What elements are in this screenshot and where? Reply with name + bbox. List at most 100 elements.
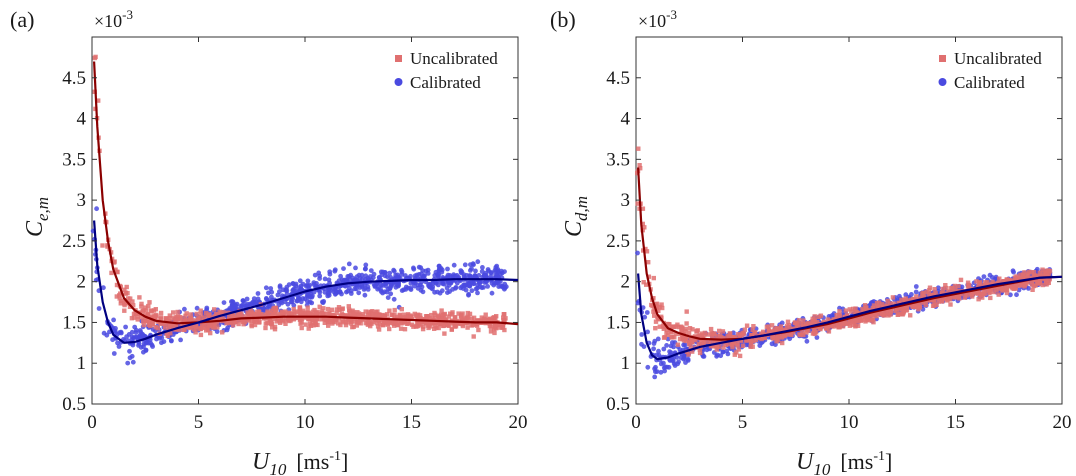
uncalibrated-point bbox=[137, 295, 142, 300]
calibrated-point bbox=[452, 273, 458, 279]
calibrated-point bbox=[420, 289, 426, 295]
calibrated-point bbox=[327, 269, 333, 275]
uncalibrated-point bbox=[165, 333, 170, 338]
y-tick-label: 1 bbox=[621, 353, 631, 374]
uncalibrated-point bbox=[376, 327, 382, 332]
uncalibrated-point bbox=[886, 313, 891, 318]
uncalibrated-point bbox=[778, 324, 784, 329]
uncalibrated-point bbox=[936, 299, 942, 304]
uncalibrated-point bbox=[384, 312, 390, 317]
uncalibrated-point bbox=[176, 327, 181, 332]
uncalibrated-point bbox=[427, 316, 432, 321]
calibrated-point bbox=[133, 330, 139, 335]
uncalibrated-point bbox=[299, 320, 304, 325]
calibrated-point bbox=[814, 335, 820, 340]
uncalibrated-point bbox=[152, 313, 157, 319]
uncalibrated-point bbox=[1004, 287, 1010, 293]
uncalibrated-point bbox=[228, 319, 233, 325]
calibrated-point bbox=[277, 284, 283, 290]
uncalibrated-point bbox=[476, 327, 481, 333]
uncalibrated-point bbox=[93, 54, 98, 60]
uncalibrated-point bbox=[124, 284, 129, 290]
uncalibrated-point bbox=[1019, 283, 1024, 288]
uncalibrated-point bbox=[356, 313, 362, 318]
calibrated-point bbox=[667, 349, 672, 354]
uncalibrated-point bbox=[868, 312, 873, 317]
panel-a-multiplier: ×10-3 bbox=[94, 7, 133, 31]
uncalibrated-point bbox=[708, 344, 714, 349]
panel-a-label: (a) bbox=[10, 7, 34, 32]
x-tick-label: 20 bbox=[509, 412, 528, 433]
uncalibrated-point bbox=[502, 327, 507, 333]
uncalibrated-point bbox=[863, 306, 869, 311]
uncalibrated-point bbox=[401, 312, 407, 317]
uncalibrated-point bbox=[219, 310, 224, 315]
panel-a-ylabel: Ce,m bbox=[22, 197, 52, 237]
uncalibrated-point bbox=[168, 321, 173, 327]
uncalibrated-point bbox=[736, 347, 741, 352]
uncalibrated-point bbox=[135, 317, 140, 322]
uncalibrated-point bbox=[212, 307, 217, 312]
calibrated-point bbox=[445, 266, 450, 272]
uncalibrated-point bbox=[377, 319, 382, 324]
uncalibrated-point bbox=[843, 308, 849, 313]
uncalibrated-point bbox=[122, 301, 127, 306]
panel-b-y-ticks: 0.5 1 1.5 2 2.5 3 3.5 4 4.5 bbox=[606, 68, 1062, 415]
uncalibrated-point bbox=[728, 331, 733, 336]
calibrated-point bbox=[291, 302, 297, 308]
uncalibrated-point bbox=[272, 324, 278, 330]
calibrated-point bbox=[311, 289, 317, 295]
uncalibrated-point bbox=[240, 318, 245, 323]
uncalibrated-point bbox=[1012, 275, 1018, 280]
calibrated-point bbox=[489, 290, 495, 296]
uncalibrated-point bbox=[708, 339, 714, 344]
uncalibrated-point bbox=[502, 312, 507, 317]
uncalibrated-point bbox=[875, 311, 880, 316]
calibrated-point bbox=[635, 250, 640, 256]
uncalibrated-point bbox=[837, 313, 843, 319]
uncalibrated-point bbox=[664, 330, 669, 336]
calibrated-point bbox=[383, 283, 389, 289]
x-tick-label: 10 bbox=[296, 412, 315, 433]
uncalibrated-point bbox=[378, 322, 383, 327]
uncalibrated-point bbox=[669, 335, 674, 340]
uncalibrated-point bbox=[436, 313, 441, 318]
uncalibrated-point bbox=[714, 343, 719, 348]
uncalibrated-point bbox=[432, 319, 437, 325]
calibrated-point bbox=[480, 265, 485, 270]
uncalibrated-point bbox=[433, 312, 438, 317]
uncalibrated-point bbox=[191, 327, 197, 332]
calibrated-point bbox=[250, 300, 255, 306]
calibrated-point bbox=[1014, 292, 1019, 298]
panel-b-x-ticks: 0 5 10 15 20 bbox=[631, 37, 1072, 433]
calibrated-point bbox=[101, 285, 106, 291]
uncalibrated-point bbox=[1045, 280, 1050, 286]
uncalibrated-point bbox=[729, 335, 734, 340]
uncalibrated-point bbox=[1011, 286, 1017, 291]
calibrated-point bbox=[897, 293, 902, 299]
calibrated-point bbox=[204, 305, 210, 311]
calibrated-point bbox=[304, 298, 310, 304]
uncalibrated-point bbox=[780, 340, 785, 346]
calibrated-point bbox=[305, 292, 311, 298]
calibrated-point bbox=[682, 342, 688, 348]
calibrated-point bbox=[652, 338, 658, 344]
calibrated-point bbox=[224, 327, 230, 333]
uncalibrated-point bbox=[446, 314, 452, 319]
uncalibrated-point bbox=[850, 322, 856, 328]
uncalibrated-point bbox=[128, 296, 133, 301]
uncalibrated-point bbox=[249, 323, 254, 329]
uncalibrated-point bbox=[361, 317, 366, 322]
uncalibrated-point bbox=[662, 325, 667, 330]
calibrated-point bbox=[255, 291, 261, 296]
legend-calibrated-marker bbox=[938, 78, 947, 86]
uncalibrated-point bbox=[141, 322, 146, 328]
y-tick-label: 4.5 bbox=[606, 68, 630, 89]
uncalibrated-point bbox=[321, 311, 326, 317]
uncalibrated-point bbox=[887, 301, 893, 306]
uncalibrated-point bbox=[1004, 290, 1010, 296]
calibrated-point bbox=[365, 275, 371, 281]
calibrated-point bbox=[439, 288, 445, 294]
uncalibrated-point bbox=[129, 316, 135, 321]
calibrated-point bbox=[116, 344, 122, 349]
